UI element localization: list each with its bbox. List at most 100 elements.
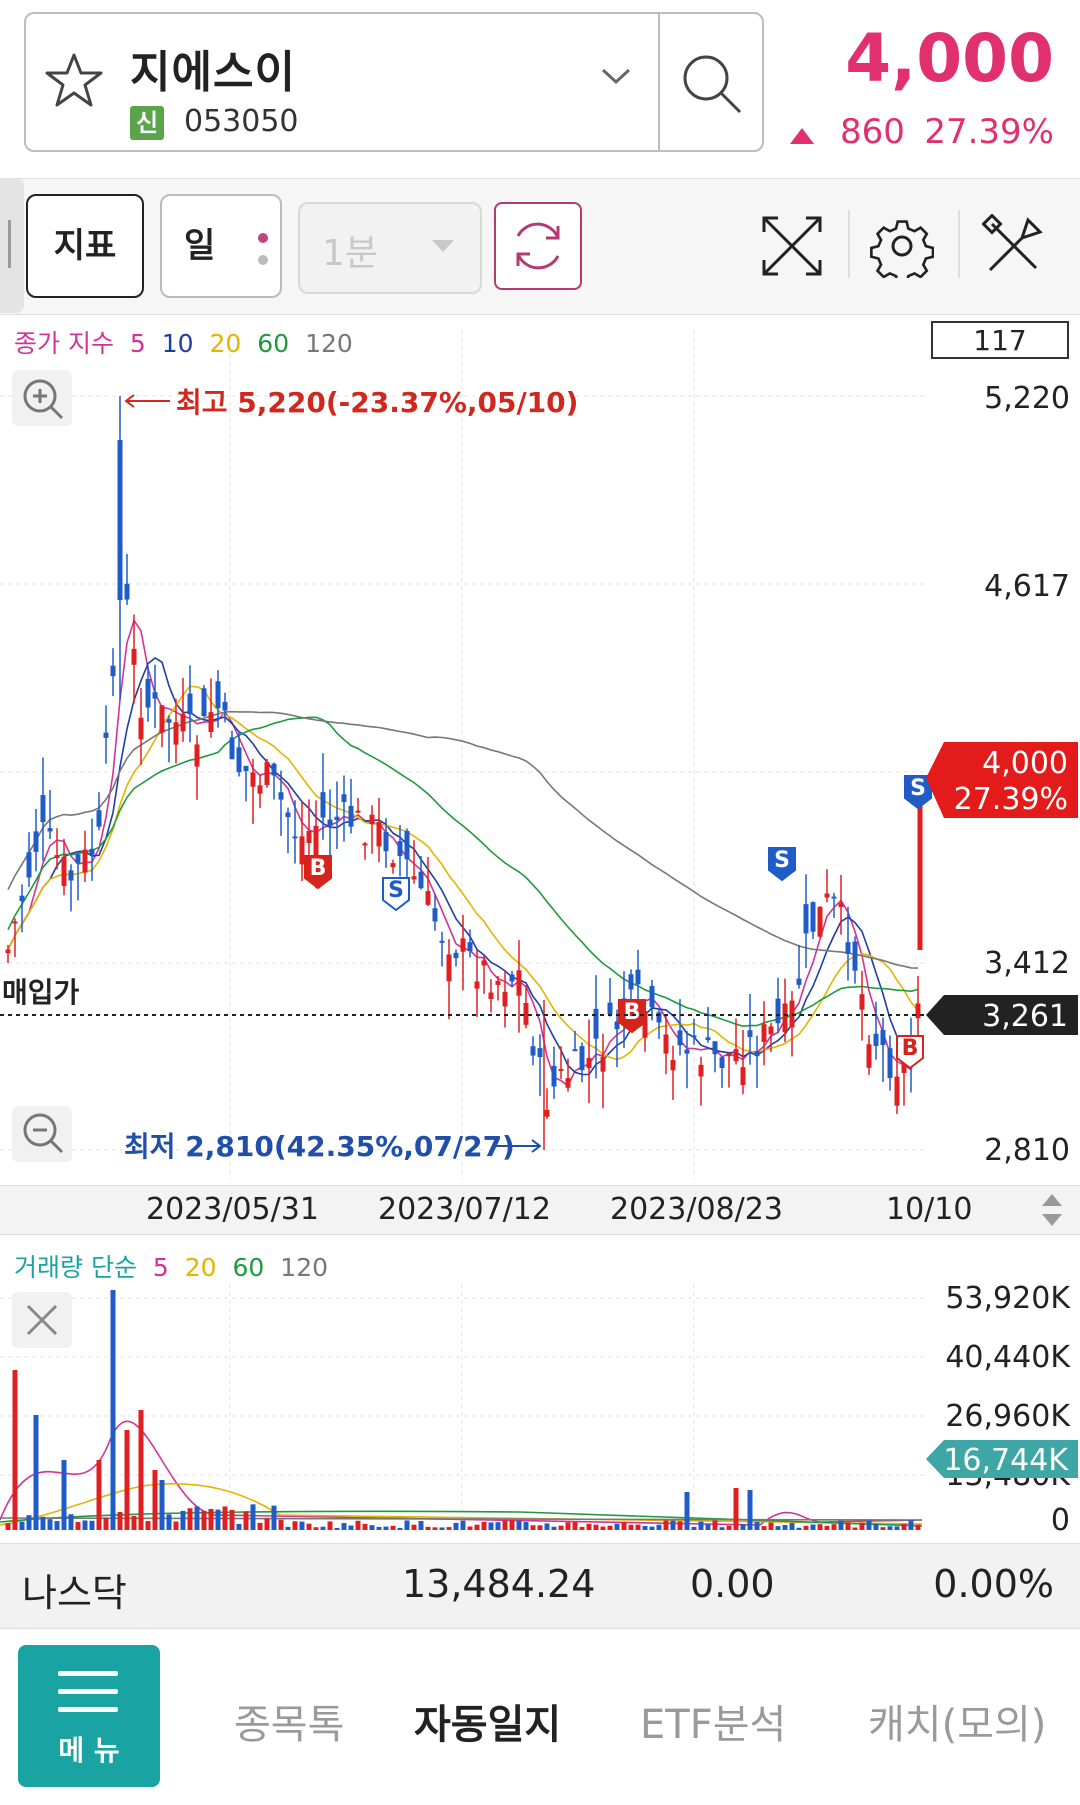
candle-body <box>82 849 88 873</box>
index-change: 0.00 <box>690 1562 775 1606</box>
date-axis[interactable] <box>0 1185 1080 1235</box>
candle-body <box>12 921 18 924</box>
volume-bar <box>12 1370 18 1530</box>
volume-bar <box>866 1520 872 1530</box>
refresh-button[interactable] <box>494 202 582 290</box>
volume-bar <box>747 1490 753 1530</box>
volume-bar <box>117 1511 123 1530</box>
indicator-button[interactable]: 지표 <box>26 194 144 298</box>
candle-body <box>54 855 60 859</box>
tools-icon[interactable] <box>981 213 1046 282</box>
menu-button[interactable]: 메 뉴 <box>18 1645 160 1787</box>
candle-body <box>726 1053 732 1057</box>
volume-bar <box>397 1527 403 1530</box>
candle-body <box>222 701 228 711</box>
moving-average-line <box>7 716 919 1028</box>
volume-bar <box>467 1526 473 1530</box>
volume-bar <box>299 1521 305 1530</box>
price-grid <box>0 330 926 1180</box>
gear-icon[interactable] <box>870 214 935 285</box>
volume-ma-line <box>0 1517 923 1521</box>
volume-bar <box>824 1525 830 1530</box>
tab-auto-journal[interactable]: 자동일지 <box>414 1702 562 1748</box>
volume-bar <box>404 1520 410 1530</box>
candle-body <box>495 980 501 985</box>
volume-bar <box>103 1517 109 1530</box>
sort-arrows-icon[interactable] <box>1040 1192 1064 1232</box>
volume-bar <box>782 1525 788 1530</box>
volume-ma-line <box>0 1482 923 1526</box>
signal-marker <box>896 1035 924 1070</box>
price-legend-title: 종가 지수 <box>14 329 114 358</box>
candle-body <box>313 825 319 856</box>
legend-ma60: 60 <box>257 329 289 358</box>
price-chart[interactable]: B S B S S B 종가 지수 5 10 20 60 120 117 5,220 4,… <box>0 314 1080 1184</box>
candle-body <box>481 960 487 966</box>
volume-bar <box>873 1523 879 1530</box>
volume-bar <box>54 1521 60 1530</box>
tab-etf-analysis[interactable]: ETF분석 <box>640 1702 787 1748</box>
volume-bar <box>761 1526 767 1530</box>
volume-bar <box>733 1488 739 1530</box>
period-button[interactable]: 일 <box>160 194 282 298</box>
candle-body <box>558 1069 564 1072</box>
zoom-in-icon[interactable] <box>12 370 72 426</box>
candle-body <box>474 981 480 989</box>
candle-body <box>600 1056 606 1072</box>
count-box-value: 117 <box>973 324 1026 357</box>
tab-catch-mock[interactable]: 캐치(모의) <box>868 1702 1047 1748</box>
volume-bar <box>789 1523 795 1530</box>
expand-icon[interactable] <box>760 214 824 282</box>
candle-body <box>68 870 74 881</box>
candle-body <box>915 1003 921 1019</box>
candle-body <box>271 763 277 776</box>
price-legend: 종가 지수 5 10 20 60 120 <box>14 329 353 358</box>
volume-bar <box>215 1509 221 1530</box>
candle-body <box>894 1076 900 1106</box>
volume-bar <box>628 1524 634 1530</box>
purchase-price-value: 3,261 <box>982 999 1068 1034</box>
signal-label: S <box>774 848 790 873</box>
volume-bar <box>82 1520 88 1530</box>
volume-bar <box>502 1520 508 1530</box>
candle-body <box>810 902 816 932</box>
favorite-star-icon[interactable] <box>44 52 104 112</box>
candle-body <box>404 830 410 860</box>
volume-bar <box>145 1521 151 1530</box>
volume-bar <box>635 1524 641 1530</box>
candle-body <box>61 856 67 886</box>
chevron-down-icon[interactable] <box>600 66 632 90</box>
candle-body <box>390 863 396 868</box>
candle-body <box>453 952 459 959</box>
tab-stock-talk[interactable]: 종목톡 <box>234 1702 345 1748</box>
volume-bar <box>5 1523 11 1530</box>
volume-bar <box>677 1521 683 1530</box>
volume-bar <box>460 1520 466 1530</box>
volume-bar <box>523 1521 529 1530</box>
stock-name[interactable]: 지에스이 <box>130 47 296 98</box>
volume-bar <box>257 1522 263 1530</box>
index-ticker-bar[interactable] <box>0 1543 1080 1629</box>
candle-body <box>917 800 923 950</box>
volume-bar <box>432 1527 438 1530</box>
candle-body <box>901 1060 907 1074</box>
candle-body <box>544 1109 550 1117</box>
candle-body <box>509 974 515 982</box>
volume-bar <box>579 1526 585 1530</box>
candle-body <box>439 940 445 943</box>
volume-bar <box>236 1523 242 1530</box>
volume-bar <box>341 1523 347 1530</box>
search-icon[interactable] <box>680 52 744 120</box>
signal-marker <box>768 847 796 882</box>
candle-body <box>817 906 823 937</box>
candle-body <box>635 969 641 985</box>
volume-bar <box>229 1509 235 1530</box>
volume-chart[interactable]: 거래량 단순 5 20 60 120 53,920K 40,440K 26,96… <box>0 1234 1080 1542</box>
volume-bar <box>481 1521 487 1530</box>
candle-body <box>355 810 361 813</box>
candle-body <box>705 1037 711 1041</box>
zoom-out-icon[interactable] <box>12 1106 72 1162</box>
side-panel-handle[interactable] <box>0 178 24 313</box>
candle-body <box>502 991 508 1007</box>
close-icon[interactable] <box>12 1292 72 1348</box>
